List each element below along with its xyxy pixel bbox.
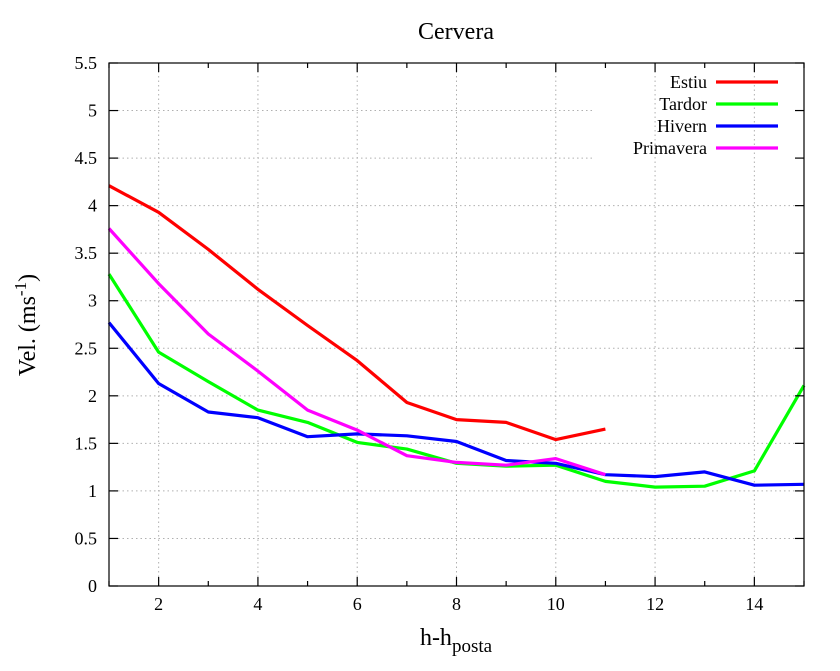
- y-tick-label: 4: [88, 196, 97, 216]
- x-tick-label: 14: [745, 594, 763, 614]
- y-tick-label: 5: [88, 101, 97, 121]
- y-tick-label: 1.5: [75, 433, 98, 453]
- chart-title: Cervera: [418, 19, 494, 45]
- y-axis-title-superscript: -1: [11, 282, 30, 296]
- y-tick-label: 1: [88, 481, 97, 501]
- x-tick-label: 12: [646, 594, 664, 614]
- x-tick-label: 4: [253, 594, 262, 614]
- x-tick-label: 2: [154, 594, 163, 614]
- series-line-hivern: [107, 321, 805, 487]
- legend-label: Tardor: [659, 94, 707, 114]
- series-lines: [107, 184, 806, 489]
- y-tick-label: 0.5: [75, 528, 98, 548]
- series-line-estiu: [108, 184, 606, 442]
- y-tick-label: 2.5: [75, 338, 98, 358]
- y-axis-title-close: ): [15, 274, 41, 282]
- y-tick-label: 0: [88, 576, 97, 596]
- y-tick-label: 3.5: [75, 243, 98, 263]
- y-tick-label: 3: [88, 291, 97, 311]
- y-axis-title: Vel. (ms-1): [11, 274, 41, 376]
- legend-label: Estiu: [670, 72, 707, 92]
- y-tick-label: 4.5: [75, 148, 98, 168]
- x-axis-title-main: h-h: [420, 625, 452, 651]
- tick-labels: 2 4 6 8 10 12 14 0 0.5 1 1.5 2 2.5 3 3.5 4 4.5 5 5.5: [75, 53, 764, 614]
- x-axis-title-subscript: posta: [452, 636, 493, 657]
- series-line-primavera: [107, 227, 606, 477]
- x-tick-label: 10: [547, 594, 565, 614]
- y-tick-label: 5.5: [75, 53, 98, 73]
- y-tick-label: 2: [88, 386, 97, 406]
- x-axis-title: h-hposta: [420, 625, 493, 657]
- legend-label: Hivern: [657, 116, 707, 136]
- x-tick-label: 8: [452, 594, 461, 614]
- axis-ticks: [108, 62, 805, 587]
- legend-label: Primavera: [633, 138, 707, 158]
- grid: [109, 63, 804, 586]
- x-tick-label: 6: [353, 594, 362, 614]
- y-axis-title-main: Vel. (ms: [15, 296, 41, 376]
